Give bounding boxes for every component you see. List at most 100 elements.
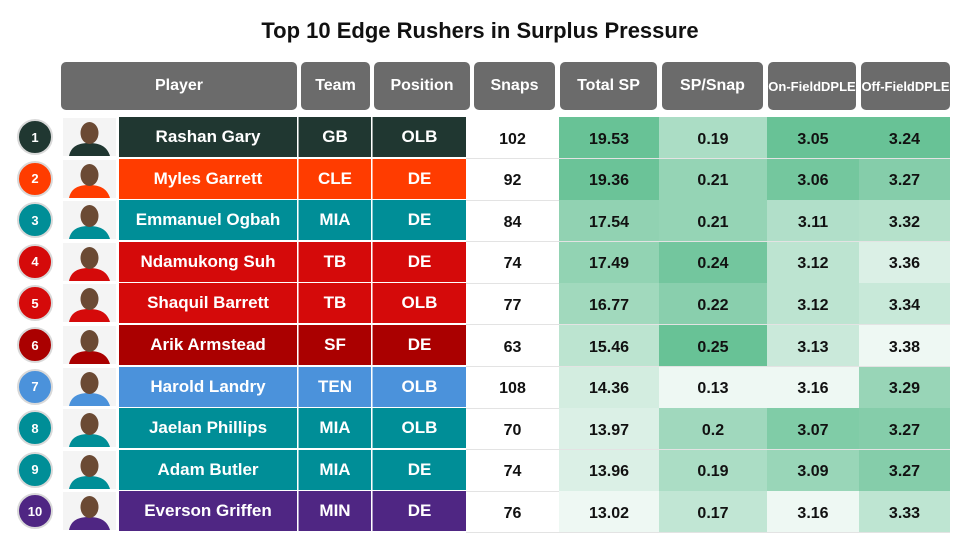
on-dple-cell: 3.13: [767, 325, 859, 366]
team-cell: MIA: [298, 200, 371, 241]
position-cell: DE: [372, 241, 466, 282]
player-headshot: [63, 284, 116, 323]
player-name: Everson Griffen: [119, 491, 297, 532]
header-on-field-dple: On-Field DPLE: [768, 62, 856, 110]
row-divider: [466, 282, 950, 284]
position-cell: DE: [372, 200, 466, 241]
player-name: Rashan Gary: [119, 117, 297, 157]
position-cell: OLB: [372, 366, 466, 407]
total-sp-cell: 19.53: [559, 117, 659, 158]
on-dple-cell: 3.16: [767, 491, 859, 533]
position-cell: DE: [372, 325, 466, 365]
header-snaps: Snaps: [474, 62, 555, 110]
on-dple-cell: 3.05: [767, 117, 859, 158]
off-dple-cell: 3.38: [859, 325, 950, 366]
team-cell: MIA: [298, 449, 371, 490]
off-dple-cell: 3.27: [859, 449, 950, 491]
off-dple-cell: 3.27: [859, 408, 950, 450]
sp-snap-cell: 0.17: [659, 491, 767, 533]
on-dple-cell: 3.09: [767, 449, 859, 491]
player-headshot: [63, 492, 116, 531]
sp-snap-cell: 0.21: [659, 158, 767, 200]
rank-badge: 4: [17, 243, 53, 280]
snaps-cell: 92: [503, 172, 522, 190]
team-cell: MIA: [298, 408, 371, 449]
player-headshot: [63, 367, 116, 406]
row-divider: [466, 158, 950, 159]
player-name: Adam Butler: [119, 449, 297, 490]
rank-badge: 1: [17, 119, 53, 155]
on-dple-cell: 3.07: [767, 408, 859, 450]
header-team: Team: [301, 62, 370, 110]
player-name: Emmanuel Ogbah: [119, 200, 297, 241]
rank-badge: 8: [17, 410, 53, 447]
team-cell: CLE: [298, 158, 371, 199]
snaps-cell: 70: [503, 421, 522, 439]
player-headshot: [63, 118, 116, 156]
total-sp-cell: 17.49: [559, 241, 659, 283]
rank-badge: 9: [17, 451, 53, 488]
player-headshot: [63, 159, 116, 198]
sp-snap-cell: 0.25: [659, 325, 767, 366]
team-cell: GB: [298, 117, 371, 157]
position-cell: DE: [372, 158, 466, 199]
row-divider: [466, 532, 950, 534]
sp-snap-cell: 0.19: [659, 449, 767, 491]
sp-snap-cell: 0.24: [659, 241, 767, 283]
player-name: Ndamukong Suh: [119, 241, 297, 282]
team-cell: SF: [298, 325, 371, 365]
player-headshot: [63, 242, 116, 281]
on-dple-cell: 3.12: [767, 241, 859, 283]
on-dple-cell: 3.11: [767, 200, 859, 242]
total-sp-cell: 15.46: [559, 325, 659, 366]
position-cell: OLB: [372, 117, 466, 157]
sp-snap-cell: 0.19: [659, 117, 767, 158]
player-name: Harold Landry: [119, 366, 297, 407]
snaps-cell: 74: [503, 255, 522, 273]
snaps-cell: 74: [503, 463, 522, 481]
snaps-cell: 77: [503, 296, 522, 314]
rank-badge: 3: [17, 202, 53, 239]
rank-badge: 5: [17, 285, 53, 322]
total-sp-cell: 19.36: [559, 158, 659, 200]
snaps-cell: 63: [503, 338, 522, 356]
row-divider: [466, 366, 950, 367]
sp-snap-cell: 0.13: [659, 366, 767, 408]
team-cell: TEN: [298, 366, 371, 407]
off-dple-cell: 3.33: [859, 491, 950, 533]
header-player: Player: [61, 62, 297, 110]
header-off-field-dple: Off-Field DPLE: [861, 62, 950, 110]
on-dple-cell: 3.12: [767, 283, 859, 325]
position-cell: OLB: [372, 283, 466, 324]
total-sp-cell: 16.77: [559, 283, 659, 325]
position-cell: OLB: [372, 408, 466, 449]
sp-snap-cell: 0.2: [659, 408, 767, 450]
position-cell: DE: [372, 491, 466, 532]
header-total-sp: Total SP: [560, 62, 657, 110]
player-name: Jaelan Phillips: [119, 408, 297, 449]
player-headshot: [63, 201, 116, 240]
rank-badge: 10: [17, 493, 53, 530]
player-headshot: [63, 326, 116, 364]
row-divider: [466, 490, 950, 492]
row-divider: [466, 449, 950, 451]
player-name: Arik Armstead: [119, 325, 297, 365]
total-sp-cell: 14.36: [559, 366, 659, 408]
total-sp-cell: 13.02: [559, 491, 659, 533]
total-sp-cell: 17.54: [559, 200, 659, 242]
rank-badge: 7: [17, 368, 53, 405]
header-sp-snap: SP/Snap: [662, 62, 763, 110]
off-dple-cell: 3.29: [859, 366, 950, 408]
rank-badge: 2: [17, 160, 53, 197]
rank-badge: 6: [17, 327, 53, 363]
snaps-cell: 84: [503, 213, 522, 231]
team-cell: TB: [298, 241, 371, 282]
snaps-cell: 102: [499, 130, 526, 148]
sp-snap-cell: 0.22: [659, 283, 767, 325]
on-dple-cell: 3.16: [767, 366, 859, 408]
row-divider: [466, 407, 950, 409]
row-divider: [466, 324, 950, 326]
header-position: Position: [374, 62, 470, 110]
team-cell: TB: [298, 283, 371, 324]
total-sp-cell: 13.96: [559, 449, 659, 491]
